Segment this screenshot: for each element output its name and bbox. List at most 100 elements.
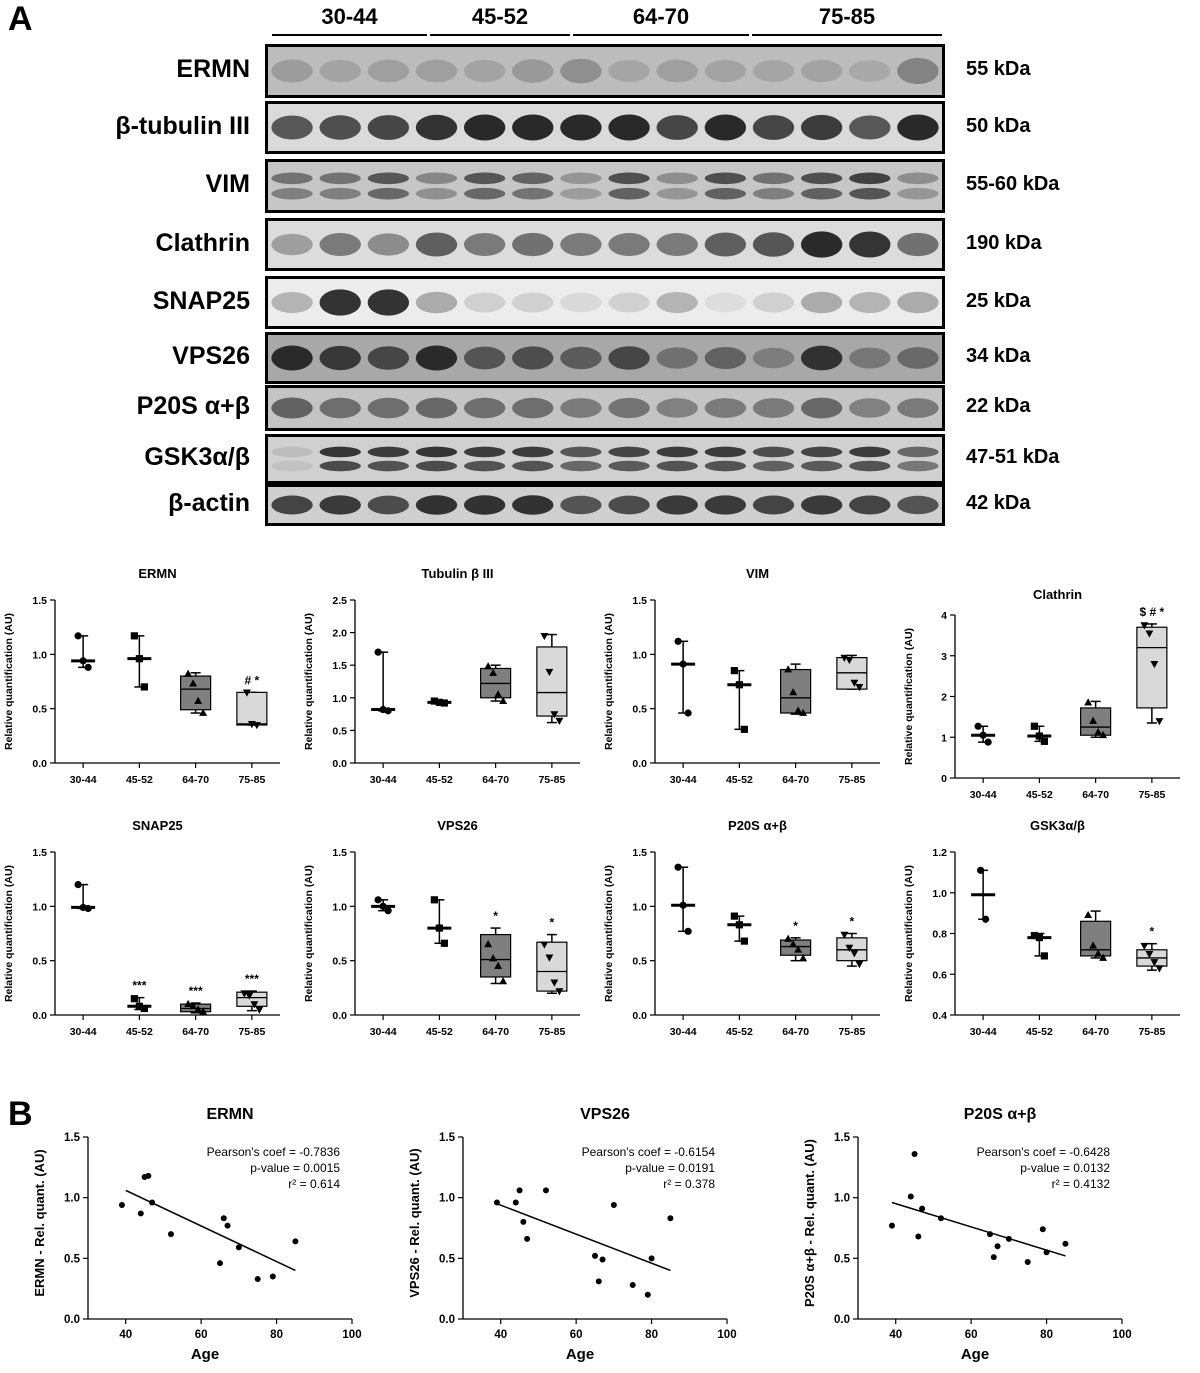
blot-band [752, 187, 795, 200]
y-tick-label: 0.0 [64, 1314, 80, 1326]
blot-band [463, 187, 506, 200]
data-point [379, 902, 387, 910]
y-tick-label: 0.5 [32, 956, 47, 968]
blot-band [800, 172, 843, 185]
blot-band [800, 187, 843, 200]
x-tick-label: 60 [570, 1329, 583, 1341]
blot-protein-label: SNAP25 [152, 286, 250, 315]
x-tick-label: 40 [494, 1329, 507, 1341]
blot-protein-label: GSK3α/β [144, 443, 250, 471]
blot-band [560, 187, 602, 200]
box-group: * [536, 916, 568, 996]
data-point [1099, 730, 1108, 739]
data-point [292, 1238, 299, 1245]
y-axis-label: ERMN - Rel. quant. (AU) [32, 1149, 47, 1296]
y-tick-label: 1.0 [834, 1193, 850, 1205]
y-tick-label: 0.0 [834, 1314, 850, 1326]
blot-band [512, 346, 554, 370]
stat-annotation: Pearson's coef = -0.7836 [207, 1145, 341, 1159]
blot-band [463, 446, 506, 458]
blot-band [704, 187, 747, 200]
y-tick-label: 0.0 [332, 1010, 347, 1022]
blot-band [319, 397, 361, 419]
blot-band [897, 57, 939, 85]
blot-band [800, 291, 843, 314]
blot-band [271, 397, 313, 419]
data-point [984, 738, 992, 746]
blot-band [752, 446, 795, 458]
data-point [189, 1001, 198, 1010]
data-point [1005, 1235, 1012, 1242]
box-group: * [780, 919, 812, 962]
data-point [1089, 941, 1098, 949]
y-axis-label: Relative quantification (AU) [603, 865, 615, 1002]
x-tick-label: 45-52 [726, 1026, 753, 1038]
blot-band [367, 289, 410, 316]
data-point [784, 665, 793, 673]
data-point [242, 689, 251, 697]
blot-band [415, 446, 458, 458]
blot-band [415, 397, 458, 419]
x-tick-label: 64-70 [782, 1026, 809, 1038]
blot-band [463, 460, 506, 472]
data-point [484, 662, 493, 670]
chart-title: VPS26 [437, 818, 477, 833]
x-tick-label: 75-85 [1138, 789, 1165, 801]
data-point [1040, 952, 1048, 960]
box-group: *** [180, 984, 212, 1015]
blot-band [608, 187, 650, 200]
blot-band [271, 495, 313, 515]
data-point [1089, 716, 1098, 724]
blot-band [897, 172, 939, 185]
blot-band [560, 346, 602, 370]
x-tick-label: 30-44 [370, 1026, 397, 1038]
x-tick-label: 60 [195, 1329, 208, 1341]
blot-band [367, 115, 410, 140]
stat-annotation: p-value = 0.0015 [250, 1161, 340, 1175]
y-axis-label: Relative quantification (AU) [3, 865, 15, 1002]
data-point [784, 934, 793, 942]
data-point [845, 944, 854, 952]
box-group: * [1136, 925, 1168, 973]
y-tick-label: 0.0 [439, 1314, 455, 1326]
x-tick-label: 100 [1112, 1329, 1131, 1341]
y-axis-label: Relative quantification (AU) [903, 628, 915, 765]
y-tick-label: 1.2 [932, 847, 947, 859]
panel-a-letter: A [8, 0, 33, 38]
data-point [794, 945, 803, 953]
blot-band [512, 59, 554, 83]
significance-label: * [793, 919, 798, 933]
y-tick-label: 1.0 [632, 901, 647, 913]
blot-band [271, 345, 313, 371]
blot-band [897, 232, 939, 257]
x-tick-label: 64-70 [482, 1026, 509, 1038]
y-tick-label: 1.0 [632, 649, 647, 661]
blot-band [849, 187, 891, 200]
blot-band [319, 115, 361, 140]
y-tick-label: 0.0 [632, 758, 647, 770]
data-point [384, 907, 392, 915]
data-point [516, 1187, 523, 1194]
box-group [536, 632, 568, 725]
data-point [610, 1201, 617, 1208]
data-point [1039, 1226, 1046, 1233]
y-tick-label: 1.0 [64, 1193, 80, 1205]
blot-band [560, 495, 602, 515]
blot-band [800, 397, 843, 419]
y-tick-label: 0.5 [332, 956, 347, 968]
data-point [435, 924, 443, 932]
box-plot: P20S α+β Relative quantification (AU) 0.0 0… [600, 812, 895, 1052]
data-point [149, 1199, 156, 1206]
y-tick-label: 4 [941, 610, 947, 622]
data-point [494, 690, 503, 698]
blot-kda-label: 25 kDa [966, 289, 1031, 312]
data-point [915, 1233, 922, 1240]
data-point [250, 1001, 259, 1009]
blot-band [656, 187, 698, 200]
data-point [74, 881, 82, 889]
x-tick-label: 80 [270, 1329, 283, 1341]
data-point [499, 696, 508, 704]
blot-band [656, 460, 698, 472]
y-tick-label: 0.0 [32, 1010, 47, 1022]
y-tick-label: 1.0 [332, 693, 347, 705]
